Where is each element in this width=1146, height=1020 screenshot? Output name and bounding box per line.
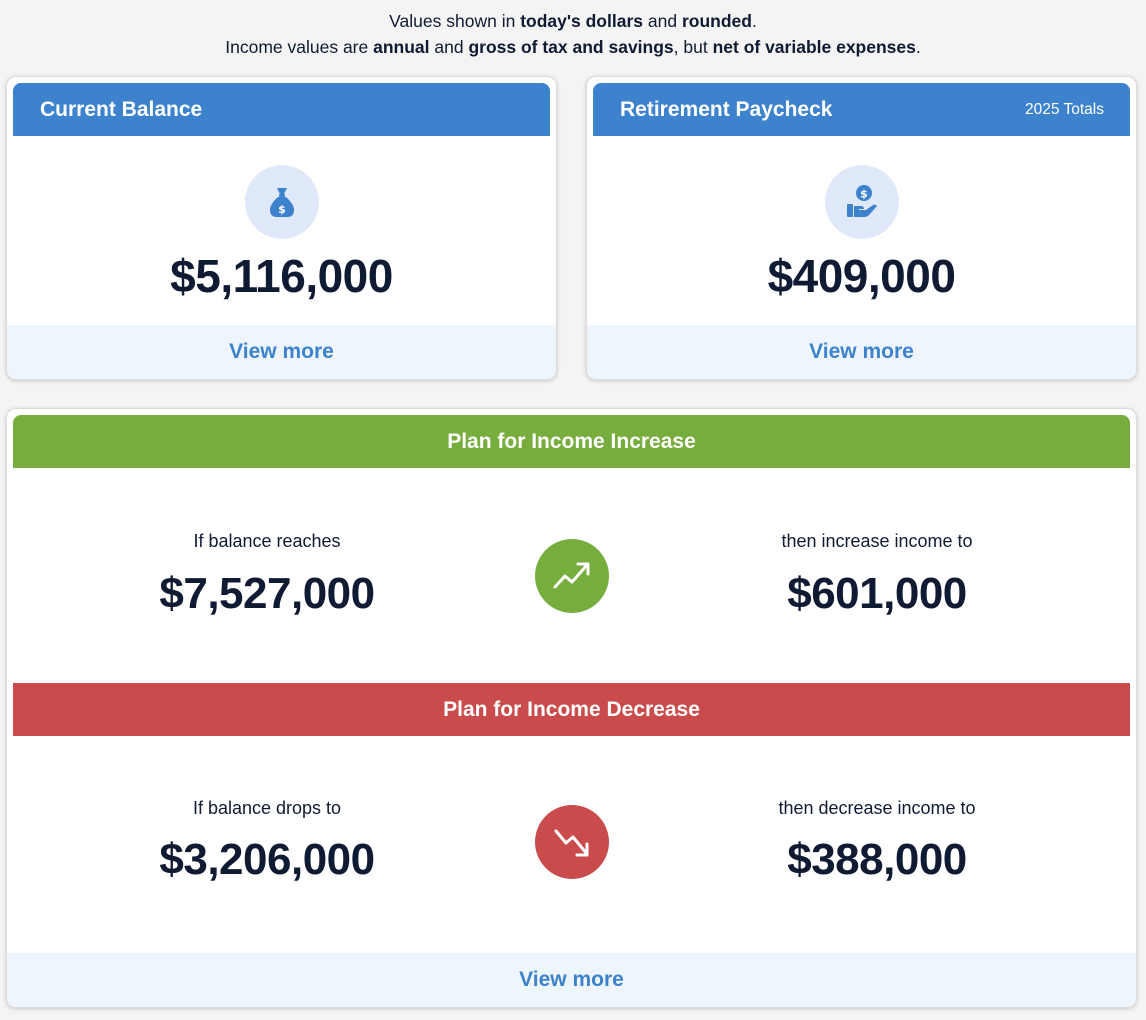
- trend-down-icon: [535, 805, 609, 879]
- decrease-income-label: then decrease income to: [778, 798, 976, 818]
- trend-up-icon: [535, 539, 609, 613]
- retirement-paycheck-header: Retirement Paycheck 2025 Totals: [593, 83, 1130, 136]
- income-decrease-banner: Plan for Income Decrease: [13, 683, 1130, 736]
- disclaimer-text: Values shown in: [389, 11, 521, 31]
- decrease-balance-label: If balance drops to: [192, 798, 342, 818]
- decrease-income-value: $388,000: [787, 835, 967, 884]
- disclaimer-text: and: [429, 37, 469, 57]
- disclaimer-line-2: Income values are annual and gross of ta…: [0, 34, 1146, 60]
- increase-balance-label: If balance reaches: [193, 531, 341, 551]
- disclaimer-text: .: [915, 37, 921, 57]
- disclaimer-emphasis: today's dollars: [520, 11, 643, 31]
- disclaimer-emphasis: rounded: [681, 11, 752, 31]
- current-balance-card: Current Balance $ $5,116,000 View more: [6, 76, 557, 380]
- disclaimer-line-1: Values shown in today's dollars and roun…: [0, 8, 1146, 34]
- decrease-balance-value: $3,206,000: [159, 835, 375, 884]
- increase-balance-value: $7,527,000: [159, 569, 375, 618]
- hand-dollar-icon: $: [825, 165, 899, 239]
- disclaimer-emphasis: net of variable expenses: [712, 37, 916, 57]
- increase-income-value: $601,000: [787, 569, 967, 618]
- disclaimer-emphasis: annual: [373, 37, 430, 57]
- disclaimer-text: .: [751, 11, 757, 31]
- income-increase-banner: Plan for Income Increase: [13, 415, 1130, 468]
- disclaimer-text: and: [643, 11, 682, 31]
- svg-text:$: $: [860, 188, 868, 201]
- disclaimer-emphasis: gross of tax and savings: [468, 37, 674, 57]
- retirement-paycheck-view-more-button[interactable]: View more: [587, 325, 1136, 379]
- money-bag-icon: $: [245, 165, 319, 239]
- svg-text:$: $: [278, 203, 286, 216]
- retirement-paycheck-title: Retirement Paycheck: [620, 97, 833, 121]
- income-plan-view-more-button[interactable]: View more: [7, 953, 1136, 1007]
- income-plan-card: Plan for Income Increase If balance reac…: [6, 408, 1137, 1008]
- current-balance-value: $5,116,000: [170, 250, 393, 302]
- current-balance-title: Current Balance: [40, 97, 203, 121]
- current-balance-header: Current Balance: [13, 83, 550, 136]
- increase-income-label: then increase income to: [781, 531, 973, 551]
- disclaimer: Values shown in today's dollars and roun…: [0, 8, 1146, 60]
- retirement-paycheck-card: Retirement Paycheck 2025 Totals $ $409,0…: [586, 76, 1137, 380]
- retirement-paycheck-subtitle: 2025 Totals: [1025, 100, 1104, 118]
- disclaimer-text: , but: [673, 37, 713, 57]
- current-balance-view-more-button[interactable]: View more: [7, 325, 556, 379]
- disclaimer-text: Income values are: [225, 37, 374, 57]
- retirement-paycheck-value: $409,000: [767, 250, 956, 302]
